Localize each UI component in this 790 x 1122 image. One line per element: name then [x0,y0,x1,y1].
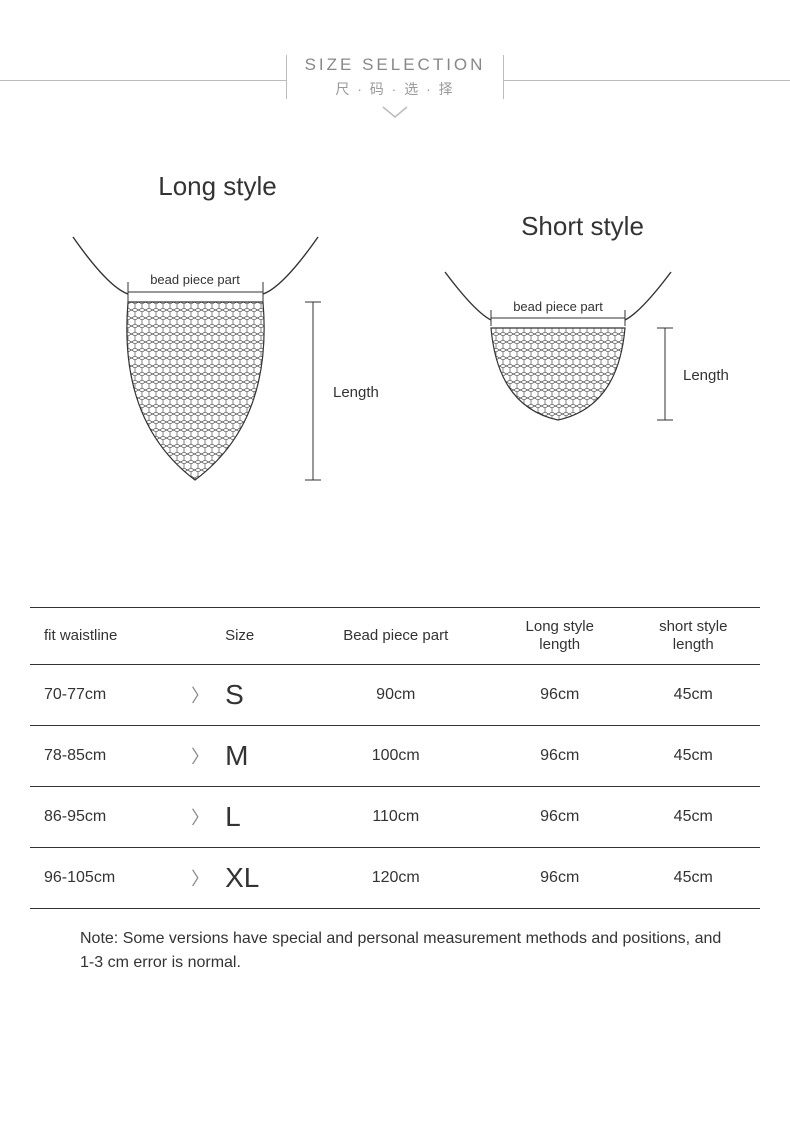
cell-long: 96cm [493,787,627,848]
table-row: 78-85cm 〉 M 100cm 96cm 45cm [30,726,760,787]
header-subtitle: 尺 · 码 · 选 · 择 [305,79,486,99]
cell-bead: 110cm [299,787,493,848]
col-spacer [185,608,215,665]
header-title-box: SIZE SELECTION 尺 · 码 · 选 · 择 [286,55,505,99]
cell-bead: 120cm [299,848,493,909]
cell-long: 96cm [493,665,627,726]
chevron-right-icon: 〉 [185,665,215,726]
table-header-row: fit waistline Size Bead piece part Long … [30,608,760,665]
chevron-right-icon: 〉 [185,848,215,909]
table-body: 70-77cm 〉 S 90cm 96cm 45cm 78-85cm 〉 M 1… [30,665,760,909]
cell-long: 96cm [493,848,627,909]
short-length-label: Length [683,367,729,384]
cell-short: 45cm [626,665,760,726]
cell-waist: 70-77cm [30,665,185,726]
cell-size: M [215,726,298,787]
cell-short: 45cm [626,848,760,909]
size-table: fit waistline Size Bead piece part Long … [30,607,760,909]
cell-waist: 78-85cm [30,726,185,787]
diagram-long-svg: bead piece part Length [58,222,378,502]
col-short: short stylelength [626,608,760,665]
cell-waist: 86-95cm [30,787,185,848]
col-size: Size [215,608,298,665]
cell-size: L [215,787,298,848]
section-header: SIZE SELECTION 尺 · 码 · 选 · 择 [0,0,790,121]
diagram-short-svg: bead piece part Length [433,262,733,462]
diagram-row: Long style bead piece part Length [0,171,790,507]
cell-bead: 90cm [299,665,493,726]
long-bead-label: bead piece part [150,272,240,287]
short-bead-label: bead piece part [513,299,603,314]
diagram-long: Long style bead piece part Length [58,171,378,507]
cell-long: 96cm [493,726,627,787]
chevron-right-icon: 〉 [185,787,215,848]
footnote: Note: Some versions have special and per… [80,927,730,975]
chevron-down-icon [0,105,790,121]
col-bead: Bead piece part [299,608,493,665]
table-row: 96-105cm 〉 XL 120cm 96cm 45cm [30,848,760,909]
cell-short: 45cm [626,787,760,848]
col-long: Long stylelength [493,608,627,665]
diagram-short: Short style bead piece part Length [433,211,733,467]
table-row: 70-77cm 〉 S 90cm 96cm 45cm [30,665,760,726]
header-title: SIZE SELECTION [305,55,486,75]
cell-size: S [215,665,298,726]
cell-waist: 96-105cm [30,848,185,909]
chevron-right-icon: 〉 [185,726,215,787]
diagram-long-title: Long style [58,171,378,202]
cell-bead: 100cm [299,726,493,787]
long-length-label: Length [333,384,378,401]
diagram-short-title: Short style [433,211,733,242]
col-waist: fit waistline [30,608,185,665]
cell-size: XL [215,848,298,909]
cell-short: 45cm [626,726,760,787]
table-row: 86-95cm 〉 L 110cm 96cm 45cm [30,787,760,848]
